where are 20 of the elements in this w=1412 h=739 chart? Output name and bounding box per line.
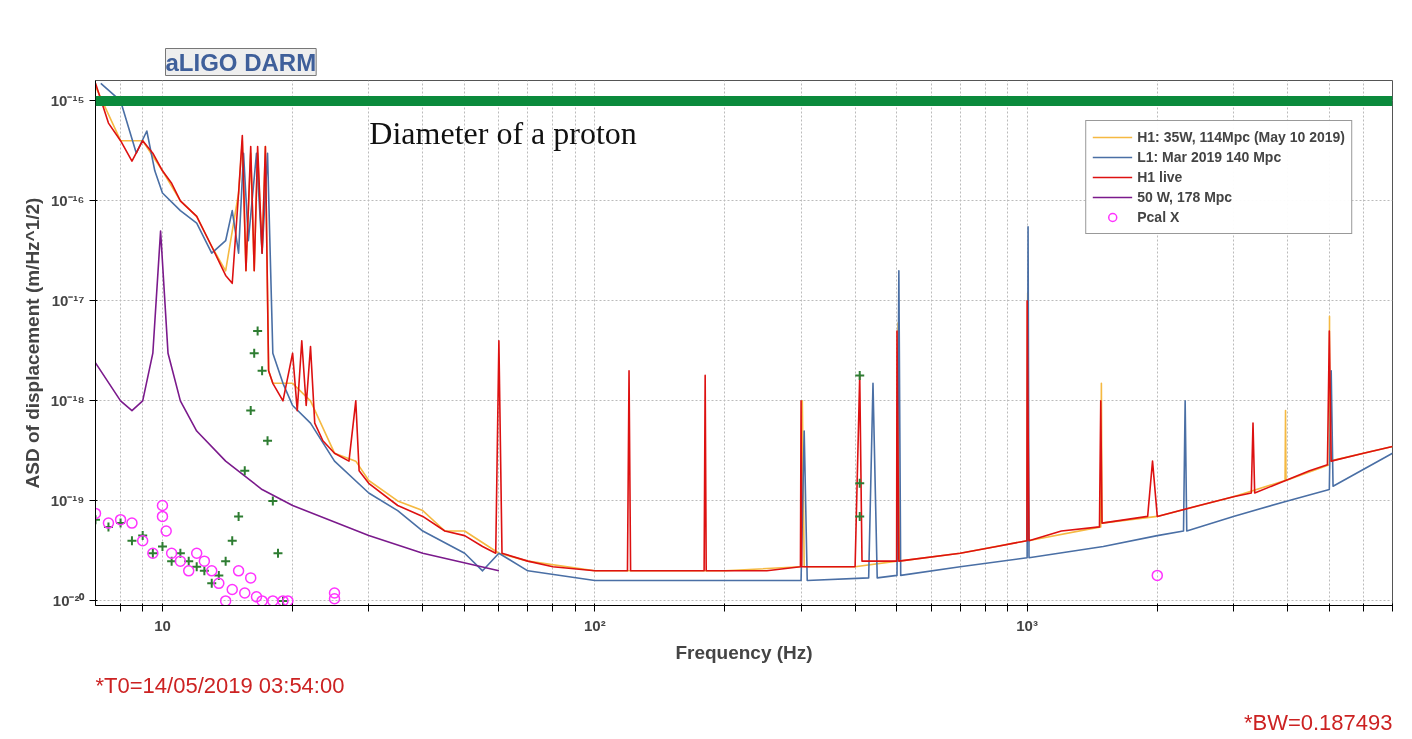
x-tick-label: 10³ bbox=[1016, 616, 1038, 634]
ref-line-label: Diameter of a proton bbox=[369, 114, 637, 151]
x-tick-label: 10² bbox=[583, 616, 606, 634]
y-axis-title: ASD of displacement (m/Hz^1/2) bbox=[21, 197, 43, 489]
legend-label: 50 W, 178 Mpc bbox=[1137, 189, 1233, 205]
y-tick-label: 10⁻¹⁸ bbox=[50, 392, 85, 410]
text: *T0=14/05/2019 03:54:00 bbox=[95, 672, 345, 698]
legend-label: H1 live bbox=[1137, 169, 1183, 185]
y-tick-label: 10⁻¹⁵ bbox=[50, 92, 85, 110]
legend-label: H1: 35W, 114Mpc (May 10 2019) bbox=[1137, 129, 1345, 145]
y-tick-label: 10⁻¹⁶ bbox=[50, 192, 85, 210]
text: *BW=0.187493 bbox=[1243, 709, 1393, 735]
x-axis-title: Frequency (Hz) bbox=[675, 641, 813, 663]
y-tick-label: 10⁻¹⁷ bbox=[51, 292, 85, 310]
legend-label: Pcal X bbox=[1137, 209, 1180, 225]
y-tick-label: 10⁻¹⁹ bbox=[50, 492, 85, 510]
y-tick-label: 10⁻²⁰ bbox=[52, 592, 86, 610]
legend-label: L1: Mar 2019 140 Mpc bbox=[1137, 149, 1282, 165]
x-tick-label: 10 bbox=[154, 616, 171, 634]
chart-title: aLIGO DARM bbox=[165, 48, 317, 76]
